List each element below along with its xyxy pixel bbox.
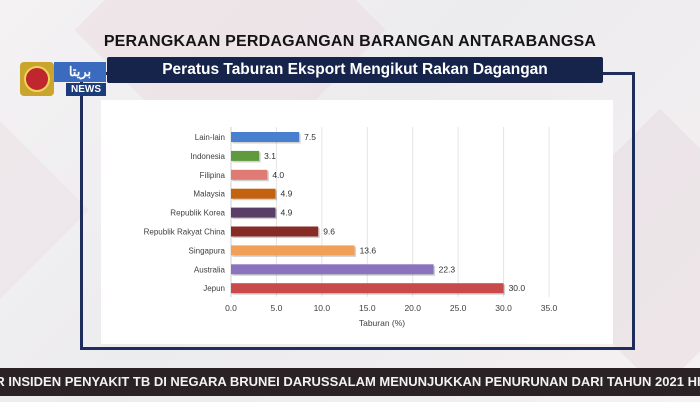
value-label: 30.0 bbox=[509, 283, 526, 293]
chart-subtitle-bar: Peratus Taburan Eksport Mengikut Rakan D… bbox=[107, 57, 603, 83]
chart-panel bbox=[101, 100, 613, 344]
bar bbox=[231, 207, 276, 218]
x-tick-label: 15.0 bbox=[359, 303, 376, 313]
bar bbox=[231, 283, 504, 294]
category-label: Republik Korea bbox=[170, 209, 225, 218]
crest-icon bbox=[20, 62, 54, 96]
category-label: Filipina bbox=[200, 171, 226, 180]
logo-news-text: NEWS bbox=[66, 83, 106, 96]
x-tick-label: 0.0 bbox=[225, 303, 237, 313]
x-tick-label: 20.0 bbox=[404, 303, 421, 313]
news-ticker: AR INSIDEN PENYAKIT TB DI NEGARA BRUNEI … bbox=[0, 368, 700, 396]
ticker-text: AR INSIDEN PENYAKIT TB DI NEGARA BRUNEI … bbox=[0, 374, 700, 389]
value-label: 4.9 bbox=[281, 189, 293, 199]
channel-logo: بريتا NEWS bbox=[20, 62, 106, 96]
category-label: Singapura bbox=[189, 246, 226, 255]
category-label: Indonesia bbox=[190, 152, 225, 161]
value-label: 3.1 bbox=[264, 151, 276, 161]
chart-frame bbox=[80, 72, 635, 350]
category-label: Republik Rakyat China bbox=[144, 228, 226, 237]
value-label: 4.0 bbox=[272, 170, 284, 180]
x-tick-label: 5.0 bbox=[271, 303, 283, 313]
logo-script-text: بريتا bbox=[54, 62, 106, 82]
chart-frame-edge bbox=[603, 72, 635, 75]
bar bbox=[231, 169, 268, 180]
bar bbox=[231, 245, 355, 256]
x-tick-label: 10.0 bbox=[314, 303, 331, 313]
value-label: 9.6 bbox=[323, 227, 335, 237]
bar bbox=[231, 150, 260, 161]
category-label: Lain-lain bbox=[195, 133, 225, 142]
value-label: 22.3 bbox=[439, 264, 456, 274]
value-label: 7.5 bbox=[304, 132, 316, 142]
value-label: 4.9 bbox=[281, 208, 293, 218]
bar bbox=[231, 264, 434, 275]
category-label: Jepun bbox=[203, 284, 225, 293]
x-tick-label: 25.0 bbox=[450, 303, 467, 313]
bar bbox=[231, 188, 276, 199]
category-label: Malaysia bbox=[193, 190, 225, 199]
headline: PERANGKAAN PERDAGANGAN BARANGAN ANTARABA… bbox=[103, 33, 597, 50]
bar bbox=[231, 132, 300, 142]
bar bbox=[231, 226, 319, 237]
chart-subtitle: Peratus Taburan Eksport Mengikut Rakan D… bbox=[162, 61, 548, 78]
x-tick-label: 30.0 bbox=[495, 303, 512, 313]
value-label: 13.6 bbox=[360, 245, 377, 255]
x-tick-label: 35.0 bbox=[541, 303, 558, 313]
x-axis-title: Taburan (%) bbox=[359, 318, 405, 328]
category-label: Australia bbox=[194, 265, 226, 274]
